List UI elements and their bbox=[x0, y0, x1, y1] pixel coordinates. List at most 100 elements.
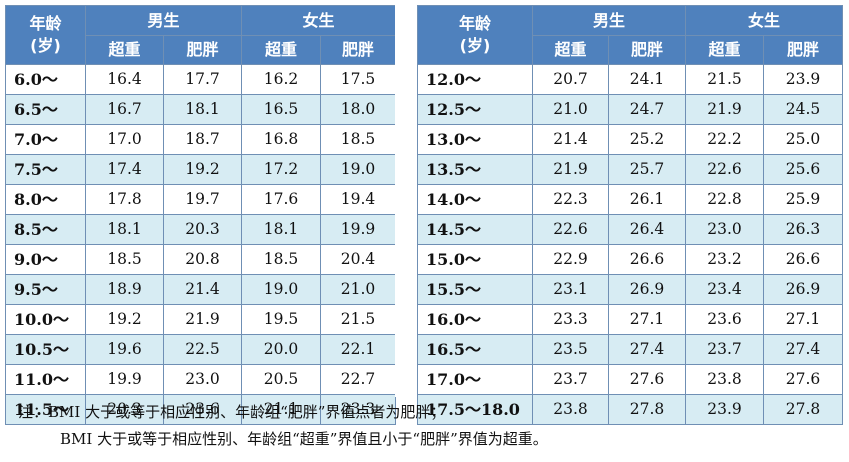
male-overweight-cell: 17.4 bbox=[85, 154, 164, 185]
age-header-line1: 年龄 bbox=[458, 14, 491, 33]
table-row: 10.5～ 19.6 22.5 20.0 22.1 bbox=[5, 334, 396, 365]
male-overweight-cell: 16.4 bbox=[85, 64, 164, 95]
table-row: 10.0～ 19.2 21.9 19.5 21.5 bbox=[5, 304, 396, 335]
table-row: 12.5～ 21.0 24.7 21.9 24.5 bbox=[417, 94, 843, 125]
age-cell: 9.5～ bbox=[5, 274, 86, 305]
female-obese-cell: 21.0 bbox=[320, 274, 396, 305]
male-obese-cell: 19.7 bbox=[163, 184, 242, 215]
female-overweight-header: 超重 bbox=[241, 35, 321, 65]
table-row: 11.0～ 19.9 23.0 20.5 22.7 bbox=[5, 364, 396, 395]
male-overweight-cell: 21.4 bbox=[532, 124, 609, 155]
male-overweight-cell: 19.2 bbox=[85, 304, 164, 335]
male-obese-cell: 21.4 bbox=[163, 274, 242, 305]
female-overweight-cell: 16.8 bbox=[241, 124, 321, 155]
age-header-line1: 年龄 bbox=[29, 14, 62, 33]
male-obese-cell: 27.8 bbox=[608, 394, 686, 425]
male-overweight-cell: 18.9 bbox=[85, 274, 164, 305]
female-obese-cell: 23.9 bbox=[763, 64, 843, 95]
female-overweight-cell: 23.4 bbox=[685, 274, 764, 305]
male-overweight-cell: 18.5 bbox=[85, 244, 164, 275]
table-row: 8.0～ 17.8 19.7 17.6 19.4 bbox=[5, 184, 396, 215]
female-obese-cell: 26.9 bbox=[763, 274, 843, 305]
age-cell: 6.5～ bbox=[5, 94, 86, 125]
male-header: 男生 bbox=[85, 5, 242, 36]
male-overweight-cell: 23.3 bbox=[532, 304, 609, 335]
table-row: 7.0～ 17.0 18.7 16.8 18.5 bbox=[5, 124, 396, 155]
table-row: 11.5～ 20.3 23.6 21.1 23.3 bbox=[5, 394, 396, 425]
age-cell: 6.0～ bbox=[5, 64, 86, 95]
male-obese-cell: 27.4 bbox=[608, 334, 686, 365]
table-row: 13.0～ 21.4 25.2 22.2 25.0 bbox=[417, 124, 843, 155]
right-table-body: 12.0～ 20.7 24.1 21.5 23.9 12.5～ 21.0 24.7 21.9 24… bbox=[417, 64, 843, 425]
bmi-table-left: 年龄 (岁) 男生 女生 超重 肥胖 超重 肥胖 6.0～ 16.4 17.7 16.… bbox=[5, 5, 396, 425]
female-overweight-cell: 19.0 bbox=[241, 274, 321, 305]
female-obese-cell: 25.0 bbox=[763, 124, 843, 155]
female-overweight-cell: 17.2 bbox=[241, 154, 321, 185]
male-overweight-cell: 19.6 bbox=[85, 334, 164, 365]
table-row: 15.5～ 23.1 26.9 23.4 26.9 bbox=[417, 274, 843, 305]
male-obese-cell: 23.0 bbox=[163, 364, 242, 395]
female-obese-cell: 19.0 bbox=[320, 154, 396, 185]
male-overweight-cell: 23.7 bbox=[532, 364, 609, 395]
male-obese-cell: 23.6 bbox=[163, 394, 242, 425]
female-obese-cell: 27.8 bbox=[763, 394, 843, 425]
female-overweight-cell: 16.2 bbox=[241, 64, 321, 95]
table-row: 17.0～ 23.7 27.6 23.8 27.6 bbox=[417, 364, 843, 395]
female-obese-cell: 20.4 bbox=[320, 244, 396, 275]
age-cell: 17.5～18.0 bbox=[417, 394, 533, 425]
male-obese-cell: 27.1 bbox=[608, 304, 686, 335]
female-obese-cell: 21.5 bbox=[320, 304, 396, 335]
male-overweight-cell: 18.1 bbox=[85, 214, 164, 245]
male-obese-cell: 19.2 bbox=[163, 154, 242, 185]
male-overweight-cell: 23.1 bbox=[532, 274, 609, 305]
male-obese-cell: 21.9 bbox=[163, 304, 242, 335]
table-row: 6.0～ 16.4 17.7 16.2 17.5 bbox=[5, 64, 396, 95]
table-row: 15.0～ 22.9 26.6 23.2 26.6 bbox=[417, 244, 843, 275]
female-overweight-header: 超重 bbox=[685, 35, 764, 65]
female-obese-cell: 22.7 bbox=[320, 364, 396, 395]
female-obese-cell: 19.9 bbox=[320, 214, 396, 245]
female-overweight-cell: 20.5 bbox=[241, 364, 321, 395]
male-header: 男生 bbox=[532, 5, 686, 36]
male-overweight-cell: 17.0 bbox=[85, 124, 164, 155]
female-overweight-cell: 23.7 bbox=[685, 334, 764, 365]
age-cell: 10.0～ bbox=[5, 304, 86, 335]
female-obese-cell: 22.1 bbox=[320, 334, 396, 365]
table-row: 6.5～ 16.7 18.1 16.5 18.0 bbox=[5, 94, 396, 125]
female-overweight-cell: 23.0 bbox=[685, 214, 764, 245]
age-cell: 8.0～ bbox=[5, 184, 86, 215]
female-overweight-cell: 19.5 bbox=[241, 304, 321, 335]
table-row: 9.0～ 18.5 20.8 18.5 20.4 bbox=[5, 244, 396, 275]
female-obese-cell: 17.5 bbox=[320, 64, 396, 95]
left-table-body: 6.0～ 16.4 17.7 16.2 17.5 6.5～ 16.7 18.1 16.5 18.0… bbox=[5, 64, 396, 425]
table-row: 14.5～ 22.6 26.4 23.0 26.3 bbox=[417, 214, 843, 245]
female-overweight-cell: 21.9 bbox=[685, 94, 764, 125]
male-obese-cell: 26.1 bbox=[608, 184, 686, 215]
female-obese-cell: 23.3 bbox=[320, 394, 396, 425]
female-overweight-cell: 22.6 bbox=[685, 154, 764, 185]
table-row: 17.5～18.0 23.8 27.8 23.9 27.8 bbox=[417, 394, 843, 425]
age-cell: 11.5～ bbox=[5, 394, 86, 425]
age-cell: 13.5～ bbox=[417, 154, 533, 185]
male-overweight-cell: 22.6 bbox=[532, 214, 609, 245]
male-obese-cell: 17.7 bbox=[163, 64, 242, 95]
female-header: 女生 bbox=[241, 5, 396, 36]
age-cell: 12.0～ bbox=[417, 64, 533, 95]
male-overweight-cell: 23.8 bbox=[532, 394, 609, 425]
age-cell: 15.5～ bbox=[417, 274, 533, 305]
age-cell: 16.5～ bbox=[417, 334, 533, 365]
age-cell: 8.5～ bbox=[5, 214, 86, 245]
male-overweight-cell: 21.9 bbox=[532, 154, 609, 185]
female-overweight-cell: 18.5 bbox=[241, 244, 321, 275]
male-overweight-cell: 20.7 bbox=[532, 64, 609, 95]
male-obese-cell: 26.4 bbox=[608, 214, 686, 245]
male-overweight-header: 超重 bbox=[532, 35, 609, 65]
male-overweight-cell: 22.9 bbox=[532, 244, 609, 275]
age-header: 年龄 (岁) bbox=[417, 5, 533, 65]
male-obese-cell: 25.2 bbox=[608, 124, 686, 155]
female-overweight-cell: 20.0 bbox=[241, 334, 321, 365]
female-overweight-cell: 21.5 bbox=[685, 64, 764, 95]
table-row: 13.5～ 21.9 25.7 22.6 25.6 bbox=[417, 154, 843, 185]
age-cell: 15.0～ bbox=[417, 244, 533, 275]
male-obese-cell: 22.5 bbox=[163, 334, 242, 365]
